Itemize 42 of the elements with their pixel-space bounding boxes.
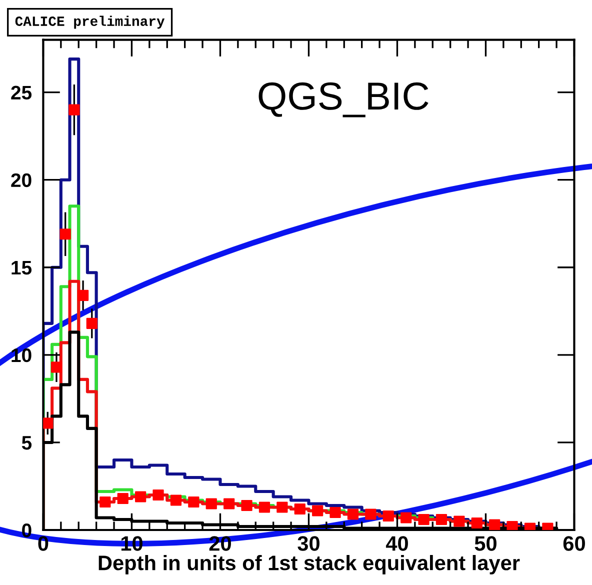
point [506,520,518,530]
x-tick-label: 50 [474,536,496,551]
y-tick-label: 20 [11,173,32,188]
y-tick-label: 5 [22,436,32,450]
point [68,104,80,116]
x-tick-label: 30 [298,536,320,551]
point [365,508,376,520]
point [170,494,182,506]
point [471,517,482,529]
point [100,496,111,508]
point [347,508,359,520]
point [60,228,71,240]
x-tick-label: 60 [563,536,585,551]
x-axis-title: Depth in units of 1st stack equivalent layer [98,554,520,574]
point [330,506,341,518]
y-tick-label: 10 [12,348,32,362]
text: CALICE preliminary [15,16,165,29]
point [258,502,270,513]
point [43,418,54,429]
point [241,500,252,512]
y-tick-label: 25 [11,86,32,100]
x-tick-label: 40 [386,536,408,551]
point [418,514,430,526]
point [400,512,412,524]
y-tick-label: 15 [12,261,32,275]
point [454,516,465,527]
point [312,505,324,516]
point [294,503,306,515]
point [489,519,500,530]
point [50,362,62,373]
point [152,489,164,501]
point [206,498,217,510]
point [276,502,288,513]
point [117,492,128,504]
point [135,491,146,502]
annotation: QGS_BIC [258,82,428,118]
point [86,318,98,329]
point [77,290,89,301]
point [188,496,200,508]
point [382,510,394,522]
point [436,514,448,526]
point [224,498,235,510]
